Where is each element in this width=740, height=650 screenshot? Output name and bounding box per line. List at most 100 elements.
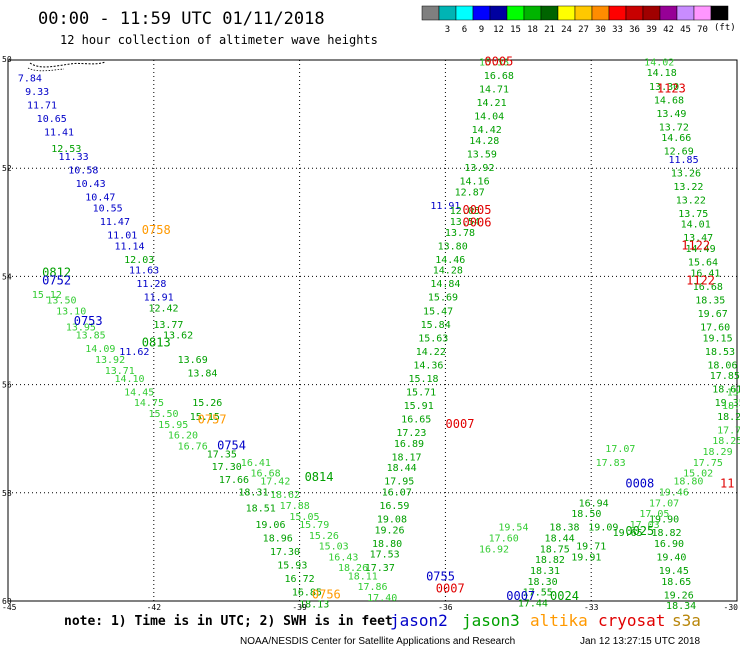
wave-height-value: 17.75: [693, 458, 723, 469]
footer-credit: NOAA/NESDIS Center for Satellite Applica…: [240, 636, 515, 647]
scale-swatch: [523, 5, 542, 21]
wave-height-value: 15.15: [190, 412, 220, 423]
scale-swatch: [557, 5, 576, 21]
wave-height-value: 10.47: [85, 193, 115, 204]
plot-frame: [7, 59, 738, 602]
wave-height-value: 11.33: [59, 152, 89, 163]
scale-swatch: [710, 5, 729, 21]
lon-tick-label: -45: [2, 603, 17, 612]
lat-tick-label: 58: [2, 489, 12, 498]
wave-height-value: 16.07: [382, 488, 412, 499]
wave-height-value: 14.42: [472, 125, 502, 136]
wave-height-value: 14.21: [477, 98, 507, 109]
wave-height-value: 13.75: [678, 209, 708, 220]
wave-height-value: 19.35: [715, 398, 740, 409]
wave-height-value: 17.85: [710, 371, 740, 382]
wave-height-value: 15.50: [148, 409, 178, 420]
wave-height-value: 14.49: [685, 244, 715, 255]
wave-height-value: 15.18: [408, 374, 438, 385]
wave-height-value: 19.15: [703, 333, 733, 344]
wave-height-value: 18.26: [338, 563, 368, 574]
lat-tick-label: 54: [2, 272, 12, 281]
scale-tick-label: 70: [697, 25, 708, 35]
wave-height-value: 17.30: [270, 547, 300, 558]
pass-time-label: 0756: [312, 587, 341, 601]
color-scale-unit: (ft): [714, 23, 736, 33]
wave-height-value: 16.90: [654, 539, 684, 550]
wave-height-value: 19.46: [659, 488, 689, 499]
wave-height-value: 14.71: [479, 84, 509, 95]
wave-height-value: 19.09: [588, 523, 618, 534]
wave-height-value: 14.75: [134, 398, 164, 409]
wave-height-value: 16.85: [292, 588, 322, 599]
wave-height-value: 15.03: [319, 542, 349, 553]
pass-time-label: 0007: [446, 417, 475, 431]
pass-time-label: 0005: [484, 54, 513, 68]
scale-tick-label: 9: [479, 25, 484, 35]
wave-height-value: 17.66: [219, 475, 249, 486]
satellite-legend: jason2 jason3 altika cryosat s3a: [390, 611, 701, 630]
wave-height-value: 15.69: [428, 293, 458, 304]
wave-height-value: 12.03: [124, 255, 154, 266]
wave-height-value: 11.63: [129, 266, 159, 277]
wave-height-value: 13.47: [683, 233, 713, 244]
wave-height-value: 13.92: [95, 355, 125, 366]
pass-time-label: 0007: [506, 589, 535, 603]
scale-swatch: [676, 5, 695, 21]
wave-height-value: 18.06: [707, 360, 737, 371]
scale-tick-label: 24: [561, 25, 572, 35]
wave-height-value: 18.38: [549, 523, 579, 534]
coastline: [27, 61, 106, 72]
wave-height-value: 19.90: [649, 515, 679, 526]
lon-tick-label: -42: [147, 603, 162, 612]
wave-height-value: 19.67: [698, 309, 728, 320]
wave-height-value: 13.71: [105, 366, 135, 377]
pass-time-label: 0025: [625, 524, 654, 538]
scale-tick-label: 27: [578, 25, 589, 35]
wave-height-value: 18.35: [722, 401, 740, 412]
scale-tick-label: 42: [663, 25, 674, 35]
grid: [8, 60, 737, 601]
wave-height-value: 14.45: [124, 387, 154, 398]
wave-height-value: 18.82: [651, 528, 681, 539]
wave-height-value: 18.20: [717, 412, 740, 423]
wave-height-value: 14.04: [474, 112, 504, 123]
wave-height-value: 13.54: [450, 217, 480, 228]
wave-height-value: 15.02: [683, 469, 713, 480]
wave-height-value: 14.66: [661, 133, 691, 144]
pass-time-label: 0005: [463, 203, 492, 217]
wave-height-value: 18.50: [571, 509, 601, 520]
scale-swatch: [659, 5, 678, 21]
lon-tick-label: -30: [724, 603, 739, 612]
wave-height-value: 18.82: [535, 555, 565, 566]
wave-height-value: 15.84: [421, 320, 451, 331]
scale-swatch: [472, 5, 491, 21]
wave-height-value: 17.83: [596, 458, 626, 469]
wave-height-value: 17.95: [384, 477, 414, 488]
wave-height-value: 10.58: [68, 166, 98, 177]
legend-cryosat: cryosat: [598, 611, 665, 630]
wave-height-value: 13.72: [659, 122, 689, 133]
wave-height-value: 14.46: [435, 255, 465, 266]
wave-height-value: 17.44: [518, 598, 548, 609]
wave-height-value: 18.29: [703, 447, 733, 458]
wave-height-value: 18.13: [299, 599, 329, 610]
pass-time-label: 1123: [657, 81, 686, 95]
wave-height-value: 16.68: [251, 469, 281, 480]
wave-height-value: 15.47: [423, 306, 453, 317]
scale-swatch: [574, 5, 593, 21]
wave-height-value: 18.25: [712, 436, 740, 447]
wave-height-value: 17.70: [717, 425, 740, 436]
pass-time-label: 0755: [426, 569, 455, 583]
wave-height-value: 19.06: [255, 520, 285, 531]
wave-height-value: 12.69: [664, 147, 694, 158]
scale-tick-label: 30: [595, 25, 606, 35]
legend-jason2: jason2: [390, 611, 448, 630]
wave-height-value: 18.61: [712, 385, 740, 396]
wave-height-value: 16.20: [168, 431, 198, 442]
wave-height-value: 15.91: [404, 401, 434, 412]
wave-height-value: 12.53: [51, 144, 81, 155]
wave-height-value: 16.43: [328, 552, 358, 563]
scale-swatch: [625, 5, 644, 21]
